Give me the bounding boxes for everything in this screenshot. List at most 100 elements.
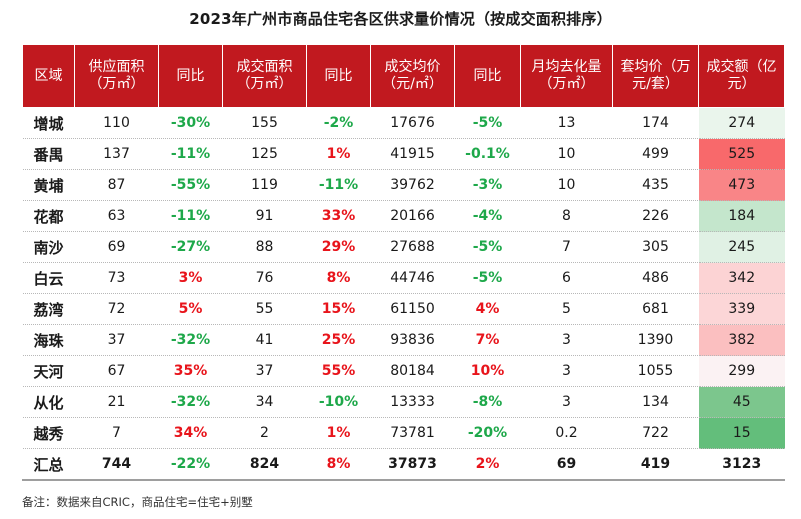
cell-avg-price: 17676 bbox=[370, 107, 455, 139]
cell-supply-yoy: 34% bbox=[158, 417, 223, 449]
table-row: 增城 110 -30% 155 -2% 17676 -5% 13 174 274 bbox=[22, 107, 785, 139]
cell-unit-price: 681 bbox=[612, 293, 699, 325]
cell-deal-area: 55 bbox=[222, 293, 307, 325]
cell-deal-area: 824 bbox=[222, 448, 307, 481]
cell-deal-area: 2 bbox=[222, 417, 307, 449]
cell-deal-amount: 342 bbox=[698, 262, 785, 294]
header-supply-area: 供应面积（万㎡） bbox=[74, 44, 159, 108]
cell-region: 越秀 bbox=[22, 417, 75, 449]
header-deal-area: 成交面积（万㎡） bbox=[222, 44, 307, 108]
cell-unit-price: 1390 bbox=[612, 324, 699, 356]
cell-avg-price: 80184 bbox=[370, 355, 455, 387]
header-deal-yoy: 同比 bbox=[306, 44, 371, 108]
cell-price-yoy: 4% bbox=[454, 293, 521, 325]
cell-deal-yoy: 8% bbox=[306, 262, 371, 294]
cell-supply-yoy: -30% bbox=[158, 107, 223, 139]
cell-region: 番禺 bbox=[22, 138, 75, 170]
cell-deal-amount: 473 bbox=[698, 169, 785, 201]
cell-supply-yoy: -22% bbox=[158, 448, 223, 481]
cell-unit-price: 499 bbox=[612, 138, 699, 170]
cell-supply-yoy: -32% bbox=[158, 386, 223, 418]
cell-supply-yoy: -11% bbox=[158, 200, 223, 232]
cell-region: 增城 bbox=[22, 107, 75, 139]
cell-price-yoy: 2% bbox=[454, 448, 521, 481]
cell-deal-yoy: 15% bbox=[306, 293, 371, 325]
cell-monthly-absorption: 5 bbox=[520, 293, 613, 325]
cell-supply-area: 67 bbox=[74, 355, 159, 387]
cell-deal-amount: 184 bbox=[698, 200, 785, 232]
cell-unit-price: 174 bbox=[612, 107, 699, 139]
cell-supply-area: 110 bbox=[74, 107, 159, 139]
cell-deal-yoy: 1% bbox=[306, 138, 371, 170]
cell-unit-price: 1055 bbox=[612, 355, 699, 387]
cell-supply-area: 744 bbox=[74, 448, 159, 481]
cell-supply-yoy: 3% bbox=[158, 262, 223, 294]
summary-row: 汇总 744 -22% 824 8% 37873 2% 69 419 3123 bbox=[22, 448, 785, 481]
cell-deal-yoy: 29% bbox=[306, 231, 371, 263]
cell-deal-area: 155 bbox=[222, 107, 307, 139]
header-avg-price: 成交均价（元/㎡） bbox=[370, 44, 455, 108]
table-row: 番禺 137 -11% 125 1% 41915 -0.1% 10 499 525 bbox=[22, 138, 785, 170]
cell-deal-amount: 339 bbox=[698, 293, 785, 325]
table-body: 增城 110 -30% 155 -2% 17676 -5% 13 174 274 番禺 137 -11%… bbox=[22, 107, 785, 481]
cell-unit-price: 305 bbox=[612, 231, 699, 263]
cell-unit-price: 134 bbox=[612, 386, 699, 418]
cell-deal-yoy: 1% bbox=[306, 417, 371, 449]
cell-deal-amount: 525 bbox=[698, 138, 785, 170]
cell-region: 南沙 bbox=[22, 231, 75, 263]
cell-price-yoy: -5% bbox=[454, 262, 521, 294]
cell-deal-amount: 274 bbox=[698, 107, 785, 139]
cell-monthly-absorption: 3 bbox=[520, 355, 613, 387]
cell-supply-yoy: -55% bbox=[158, 169, 223, 201]
cell-deal-amount: 245 bbox=[698, 231, 785, 263]
cell-avg-price: 73781 bbox=[370, 417, 455, 449]
supply-demand-table: 区域 供应面积（万㎡） 同比 成交面积（万㎡） 同比 成交均价（元/㎡） 同比 … bbox=[22, 44, 785, 481]
header-row: 区域 供应面积（万㎡） 同比 成交面积（万㎡） 同比 成交均价（元/㎡） 同比 … bbox=[22, 44, 785, 108]
cell-region: 天河 bbox=[22, 355, 75, 387]
cell-region: 汇总 bbox=[22, 448, 75, 481]
cell-price-yoy: -4% bbox=[454, 200, 521, 232]
cell-deal-yoy: -10% bbox=[306, 386, 371, 418]
cell-monthly-absorption: 10 bbox=[520, 138, 613, 170]
cell-avg-price: 13333 bbox=[370, 386, 455, 418]
cell-region: 从化 bbox=[22, 386, 75, 418]
header-unit-price: 套均价（万元/套） bbox=[612, 44, 699, 108]
cell-supply-yoy: -11% bbox=[158, 138, 223, 170]
cell-supply-area: 7 bbox=[74, 417, 159, 449]
cell-deal-amount: 382 bbox=[698, 324, 785, 356]
table-row: 黄埔 87 -55% 119 -11% 39762 -3% 10 435 473 bbox=[22, 169, 785, 201]
cell-price-yoy: -8% bbox=[454, 386, 521, 418]
cell-monthly-absorption: 7 bbox=[520, 231, 613, 263]
cell-deal-yoy: -2% bbox=[306, 107, 371, 139]
cell-avg-price: 37873 bbox=[370, 448, 455, 481]
table-row: 南沙 69 -27% 88 29% 27688 -5% 7 305 245 bbox=[22, 231, 785, 263]
cell-deal-yoy: 8% bbox=[306, 448, 371, 481]
cell-supply-area: 63 bbox=[74, 200, 159, 232]
cell-supply-yoy: 5% bbox=[158, 293, 223, 325]
cell-region: 海珠 bbox=[22, 324, 75, 356]
cell-deal-area: 91 bbox=[222, 200, 307, 232]
cell-region: 花都 bbox=[22, 200, 75, 232]
footnote: 备注：数据来自CRIC，商品住宅=住宅+别墅 bbox=[22, 495, 253, 509]
cell-deal-amount: 299 bbox=[698, 355, 785, 387]
header-monthly-absorption: 月均去化量（万㎡） bbox=[520, 44, 613, 108]
cell-deal-area: 34 bbox=[222, 386, 307, 418]
cell-monthly-absorption: 69 bbox=[520, 448, 613, 481]
cell-price-yoy: -3% bbox=[454, 169, 521, 201]
cell-deal-area: 76 bbox=[222, 262, 307, 294]
cell-avg-price: 61150 bbox=[370, 293, 455, 325]
cell-deal-amount: 45 bbox=[698, 386, 785, 418]
cell-deal-area: 41 bbox=[222, 324, 307, 356]
cell-deal-amount: 3123 bbox=[698, 448, 785, 481]
cell-deal-yoy: 25% bbox=[306, 324, 371, 356]
cell-price-yoy: -0.1% bbox=[454, 138, 521, 170]
cell-deal-yoy: 33% bbox=[306, 200, 371, 232]
cell-region: 黄埔 bbox=[22, 169, 75, 201]
cell-avg-price: 44746 bbox=[370, 262, 455, 294]
table-row: 白云 73 3% 76 8% 44746 -5% 6 486 342 bbox=[22, 262, 785, 294]
table-title: 2023年广州市商品住宅各区供求量价情况（按成交面积排序） bbox=[189, 10, 612, 28]
cell-avg-price: 93836 bbox=[370, 324, 455, 356]
cell-avg-price: 41915 bbox=[370, 138, 455, 170]
cell-supply-area: 87 bbox=[74, 169, 159, 201]
cell-price-yoy: -20% bbox=[454, 417, 521, 449]
